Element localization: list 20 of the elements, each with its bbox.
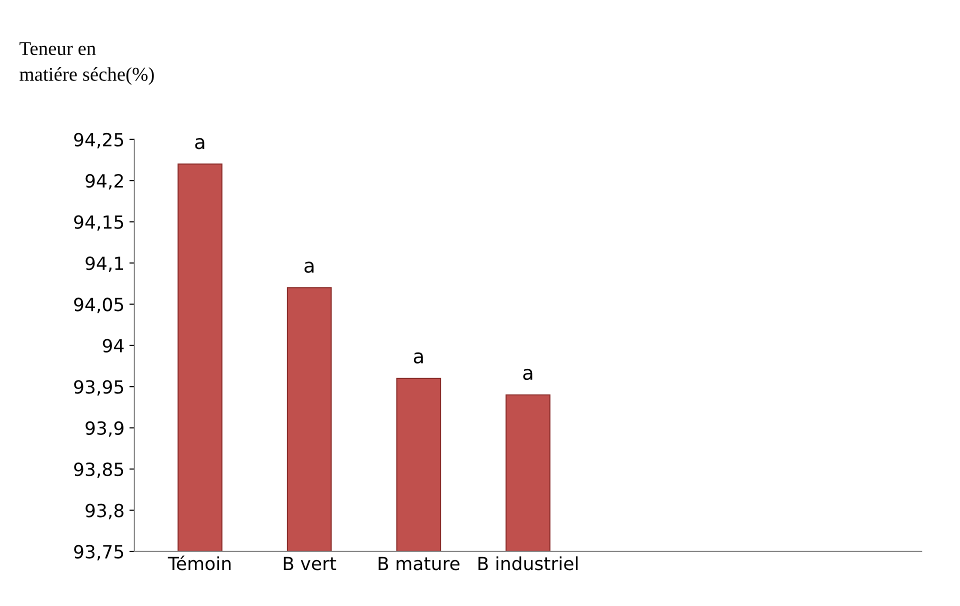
y-tick-label: 94,15 xyxy=(74,215,124,231)
y-tick-label: 94 xyxy=(102,338,124,353)
y-tick-label: 94,2 xyxy=(86,174,123,190)
x-tick-label: B mature xyxy=(378,556,460,570)
y-tick-label: 94,1 xyxy=(86,256,124,272)
y-tick-label: 94,05 xyxy=(74,298,124,314)
y-tick-label: 93,9 xyxy=(86,421,124,437)
y-tick-label: 93,95 xyxy=(74,380,124,396)
y-tick-label: 94,25 xyxy=(74,132,124,148)
annotation: a xyxy=(195,138,204,150)
annotation: a xyxy=(523,368,532,380)
y-axis-title: Teneur en matiére séche(%) xyxy=(20,42,154,85)
y-tick-label: 93,8 xyxy=(86,504,124,520)
annotation: a xyxy=(414,352,423,364)
x-tick-label: Témoin xyxy=(168,556,231,570)
y-tick-label: 93,85 xyxy=(74,462,124,478)
y-tick-label: 93,75 xyxy=(74,544,124,560)
annotation: a xyxy=(304,262,314,273)
x-tick-label: B industriel xyxy=(478,556,578,570)
x-tick-label: B vert xyxy=(284,556,336,570)
